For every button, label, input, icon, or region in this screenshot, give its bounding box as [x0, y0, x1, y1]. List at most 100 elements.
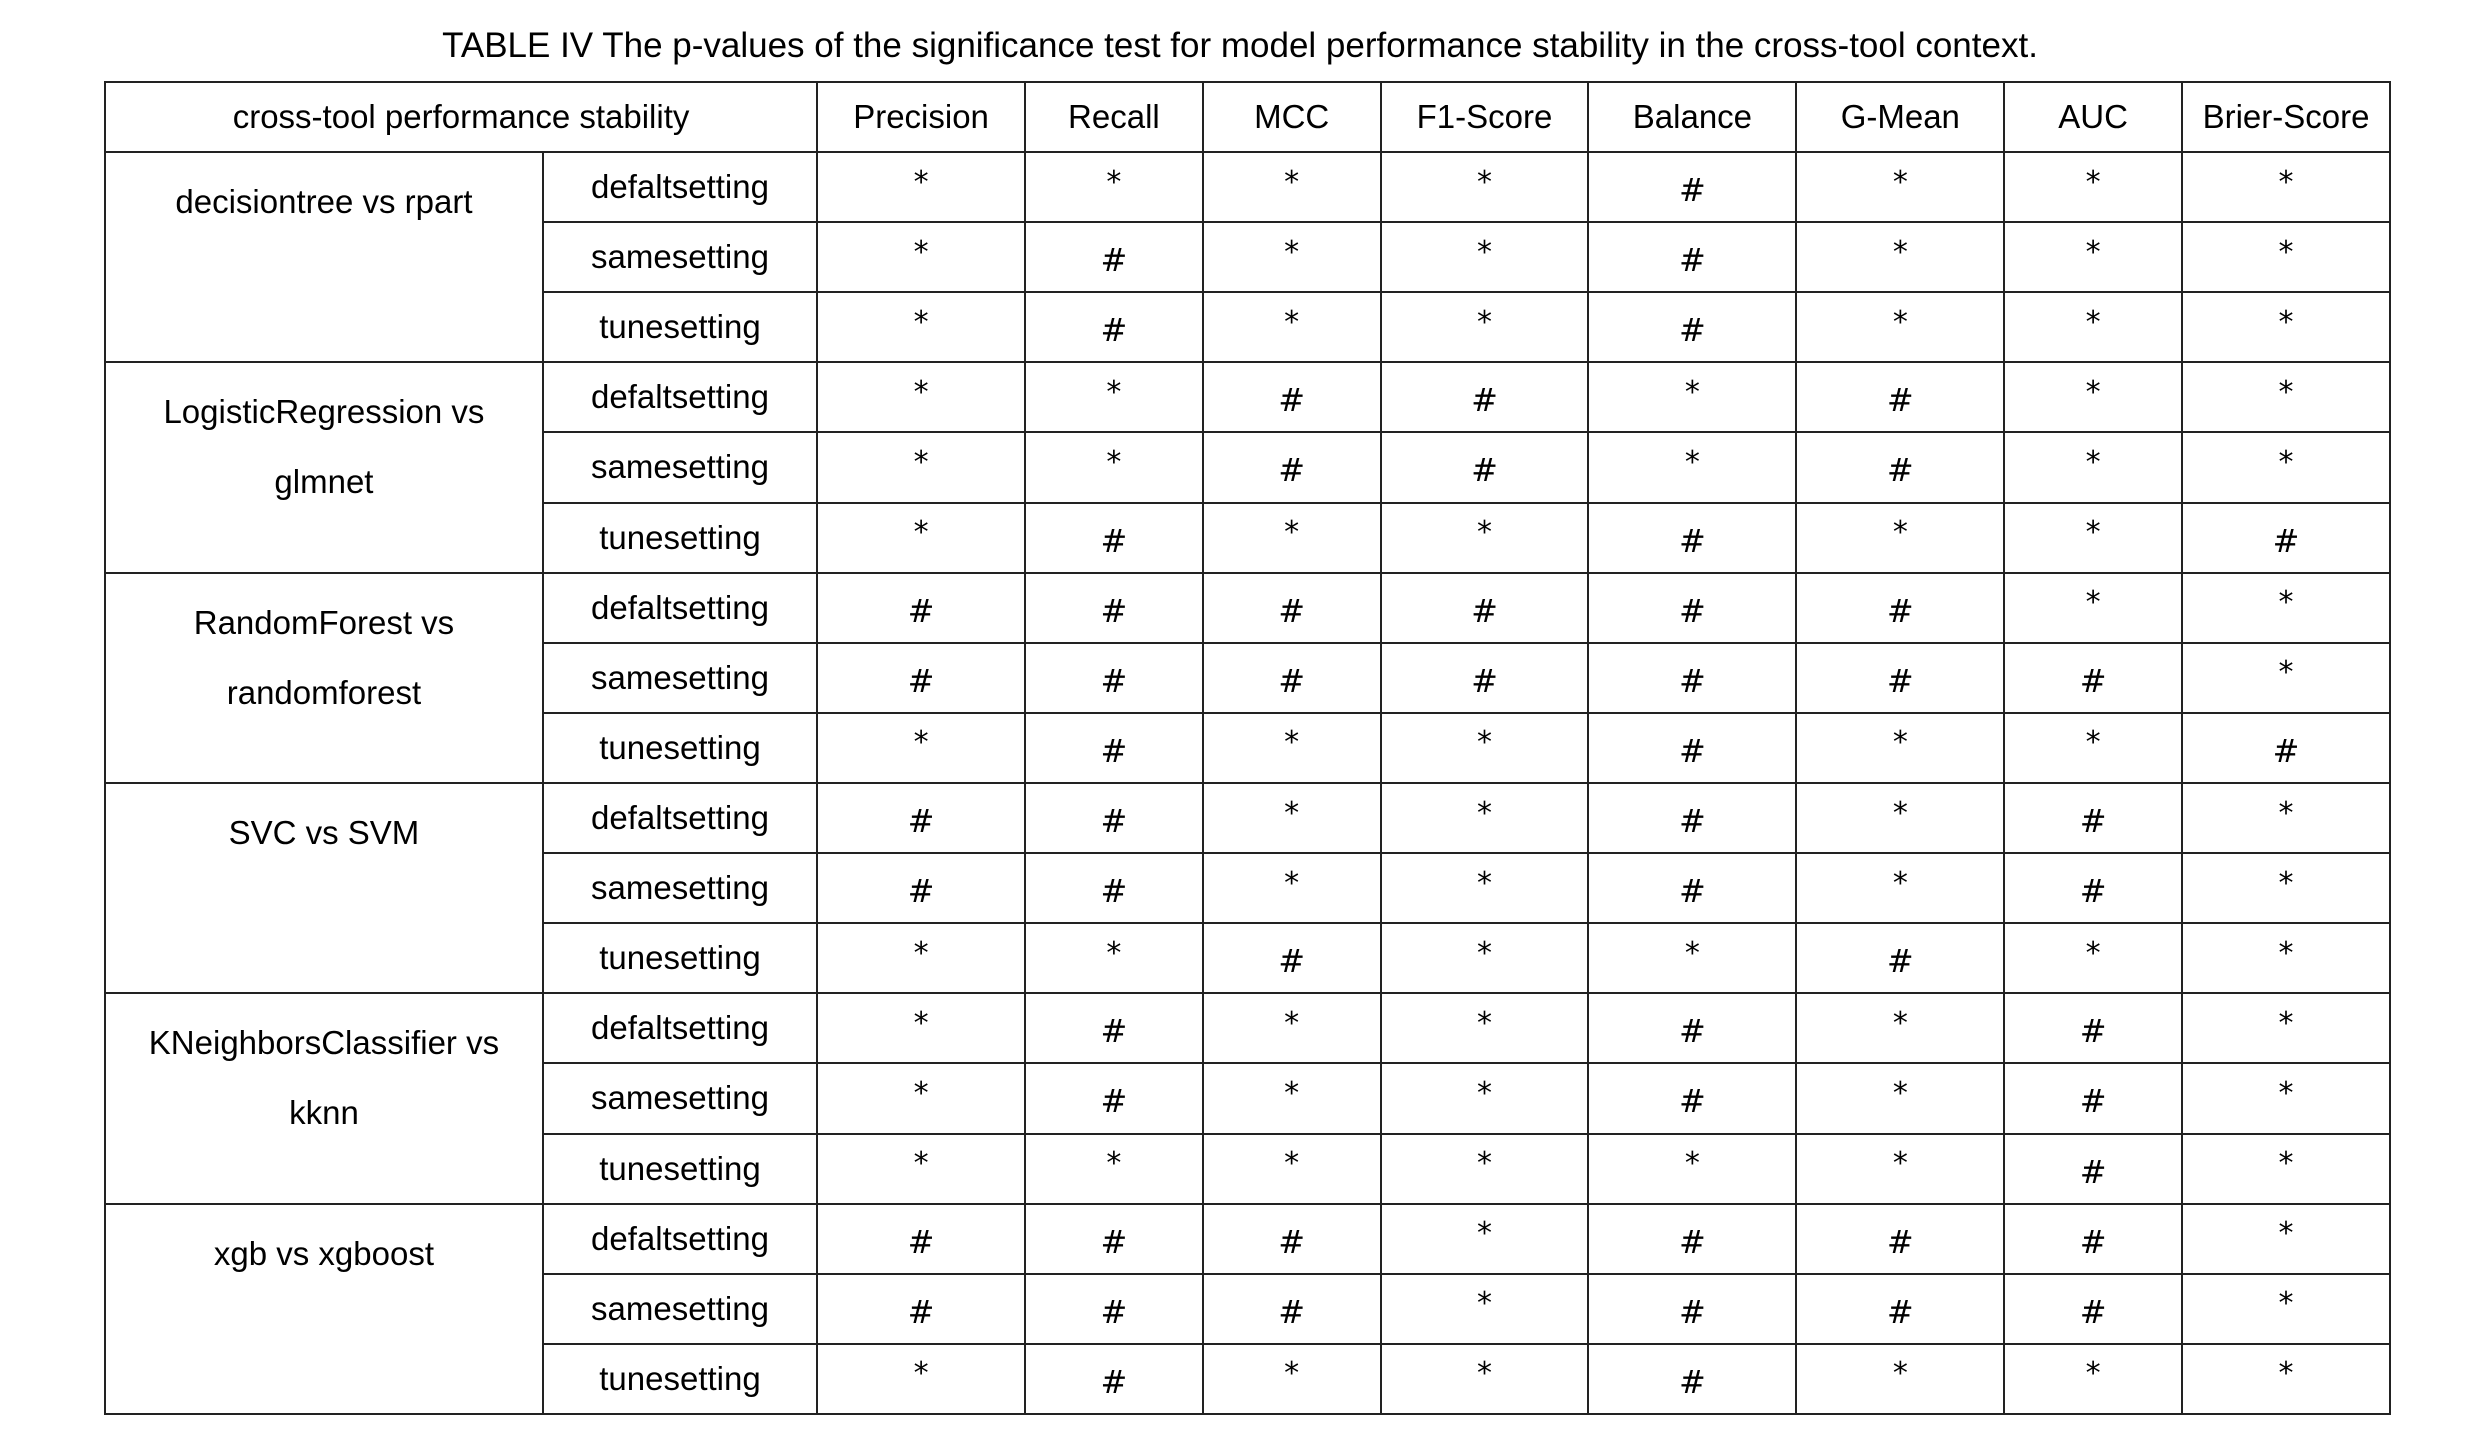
- significance-mark: *: [2085, 725, 2101, 761]
- significance-mark: #: [1100, 872, 1128, 911]
- significance-mark-cell: *: [1379, 501, 1590, 574]
- significance-mark: #: [1278, 451, 1306, 490]
- header-metric: AUC: [2003, 81, 2184, 153]
- results-table: cross-tool performance stability Precisi…: [103, 81, 2391, 1416]
- significance-mark-cell: #: [1795, 641, 2006, 714]
- significance-mark-cell: *: [816, 1342, 1027, 1416]
- significance-mark: #: [2079, 1082, 2107, 1121]
- significance-mark-cell: #: [1201, 431, 1382, 504]
- significance-mark-cell: *: [2181, 992, 2391, 1065]
- significance-mark: *: [2278, 1005, 2294, 1041]
- model-pair-cell: RandomForest vs randomforest: [104, 571, 544, 784]
- significance-mark-cell: *: [1795, 291, 2006, 364]
- significance-mark: *: [1477, 1356, 1492, 1392]
- significance-mark: *: [2278, 795, 2294, 831]
- significance-mark: #: [2079, 1292, 2107, 1331]
- significance-mark: *: [1892, 515, 1908, 551]
- significance-mark: *: [1892, 1356, 1908, 1392]
- significance-mark: *: [1892, 164, 1908, 200]
- significance-mark-cell: #: [1587, 1342, 1798, 1416]
- table-body: decisiontree vs rpart defaltsetting * * * * # *…: [104, 150, 2391, 1416]
- significance-mark-cell: #: [2003, 1202, 2184, 1275]
- significance-mark-cell: *: [1201, 711, 1382, 784]
- significance-mark: #: [1471, 591, 1498, 630]
- model-pair-cell: decisiontree vs rpart: [104, 150, 544, 364]
- significance-mark-cell: *: [1201, 501, 1382, 574]
- significance-mark: #: [1679, 1082, 1706, 1121]
- significance-mark: *: [1284, 1356, 1300, 1392]
- significance-mark-cell: #: [1024, 1202, 1204, 1275]
- significance-mark: *: [1684, 935, 1700, 971]
- significance-mark: *: [1477, 935, 1492, 971]
- significance-mark: *: [2278, 304, 2294, 340]
- significance-mark-cell: #: [2003, 992, 2184, 1065]
- significance-mark: #: [1886, 591, 1914, 630]
- table-row: tunesetting * # * * # * * #: [105, 711, 2391, 784]
- significance-mark-cell: *: [2003, 711, 2184, 784]
- significance-mark: *: [1477, 865, 1492, 901]
- significance-mark-cell: *: [1795, 852, 2006, 925]
- significance-mark: #: [907, 661, 935, 700]
- significance-mark: *: [1477, 1075, 1492, 1111]
- significance-mark-cell: *: [2181, 1062, 2391, 1135]
- significance-mark-cell: #: [1024, 501, 1204, 574]
- significance-mark-cell: #: [1024, 852, 1204, 925]
- significance-mark-cell: *: [1201, 992, 1382, 1065]
- significance-mark: #: [1100, 1012, 1128, 1051]
- significance-mark: *: [1284, 1146, 1300, 1182]
- setting-cell: tunesetting: [541, 1132, 819, 1205]
- significance-mark: *: [1284, 1005, 1300, 1041]
- significance-mark: *: [1106, 444, 1122, 480]
- significance-mark: #: [907, 1292, 935, 1331]
- significance-mark: #: [1886, 1222, 1914, 1261]
- significance-mark-cell: #: [1024, 992, 1204, 1065]
- significance-mark: *: [1284, 1075, 1300, 1111]
- significance-mark: *: [1477, 234, 1492, 270]
- significance-mark: *: [2085, 935, 2101, 971]
- significance-mark: *: [2085, 234, 2101, 270]
- significance-mark: *: [2278, 164, 2294, 200]
- significance-mark: *: [1284, 725, 1300, 761]
- significance-mark-cell: #: [1587, 641, 1798, 714]
- significance-mark-cell: #: [816, 1272, 1027, 1345]
- setting-cell: samesetting: [541, 852, 819, 925]
- significance-mark-cell: *: [1795, 781, 2006, 855]
- table-row: tunesetting * # * * # * * *: [105, 291, 2391, 364]
- significance-mark: #: [1278, 591, 1306, 630]
- significance-mark-cell: *: [1587, 1132, 1798, 1205]
- significance-mark: *: [1477, 304, 1492, 340]
- table-row: decisiontree vs rpart defaltsetting * * * * # *…: [104, 150, 2391, 364]
- significance-mark: *: [1106, 1146, 1122, 1182]
- significance-mark: *: [2085, 585, 2101, 621]
- significance-mark: *: [1892, 795, 1908, 831]
- significance-mark-cell: #: [2003, 1132, 2184, 1205]
- significance-mark-cell: #: [1201, 1202, 1382, 1275]
- significance-mark-cell: #: [1379, 571, 1590, 644]
- significance-mark-cell: *: [816, 711, 1027, 784]
- header-metric: G-Mean: [1795, 81, 2006, 153]
- significance-mark-cell: #: [1024, 641, 1204, 714]
- significance-mark: *: [913, 1356, 929, 1392]
- significance-mark-cell: *: [816, 501, 1027, 574]
- significance-mark-cell: *: [1201, 1062, 1382, 1135]
- setting-cell: samesetting: [541, 431, 819, 504]
- significance-mark-cell: *: [1795, 501, 2006, 574]
- significance-mark: #: [1100, 731, 1128, 770]
- table-row: RandomForest vs randomforest defaltsettin…: [104, 571, 2391, 784]
- significance-mark: *: [1106, 374, 1122, 410]
- significance-mark-cell: *: [1201, 852, 1382, 925]
- significance-mark: *: [1477, 725, 1492, 761]
- table-caption: TABLE IV The p-values of the significanc…: [442, 26, 2038, 65]
- significance-mark: *: [1477, 1146, 1492, 1182]
- significance-mark-cell: *: [816, 361, 1027, 434]
- significance-mark-cell: #: [1024, 711, 1204, 784]
- significance-mark: *: [2085, 304, 2101, 340]
- significance-mark: #: [1679, 1012, 1706, 1051]
- significance-mark: #: [1679, 591, 1706, 630]
- significance-mark: *: [913, 444, 929, 480]
- significance-mark: *: [1284, 304, 1300, 340]
- significance-mark-cell: *: [1379, 922, 1590, 995]
- significance-mark-cell: *: [2003, 150, 2184, 224]
- significance-mark: *: [2278, 374, 2294, 410]
- significance-mark: #: [907, 802, 935, 841]
